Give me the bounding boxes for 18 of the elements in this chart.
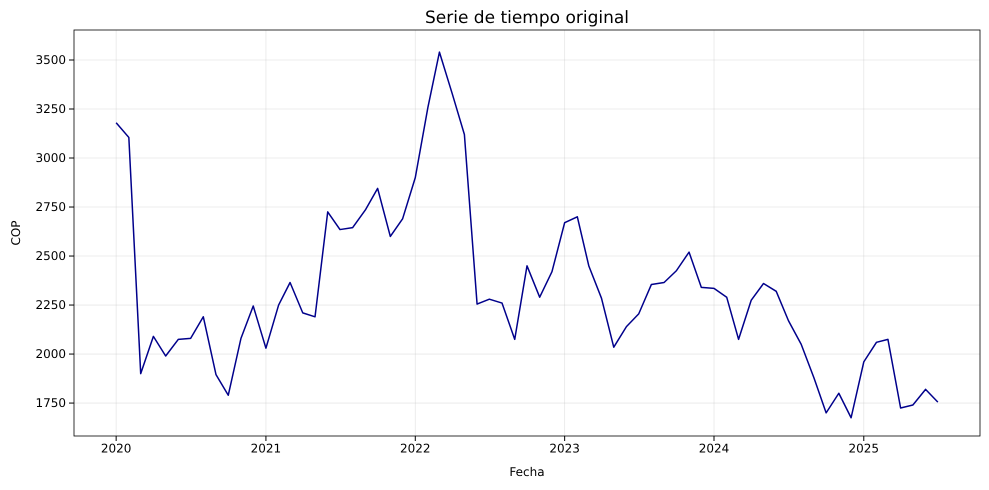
x-tick-label: 2023 <box>549 442 580 456</box>
y-axis-title: COP <box>9 220 23 246</box>
y-tick-label: 3000 <box>35 150 66 165</box>
y-tick-label: 2250 <box>35 298 66 312</box>
x-tick-label: 2021 <box>250 442 282 456</box>
y-tick-label: 3250 <box>35 102 66 116</box>
line-series <box>115 51 939 419</box>
x-tick-label: 2024 <box>698 442 730 456</box>
y-tick-label: 1750 <box>35 396 66 410</box>
y-tick-label: 2500 <box>35 248 66 263</box>
x-tick-label: 2022 <box>400 442 431 456</box>
x-axis-title: Fecha <box>509 465 545 479</box>
y-tick-label: 3500 <box>35 52 66 67</box>
x-tick-label: 2025 <box>848 442 880 456</box>
x-tick-label: 2020 <box>100 442 132 456</box>
y-tick-label: 2000 <box>35 346 66 361</box>
y-tick-label: 2750 <box>35 200 66 214</box>
chart-title: Serie de tiempo original <box>424 8 630 28</box>
